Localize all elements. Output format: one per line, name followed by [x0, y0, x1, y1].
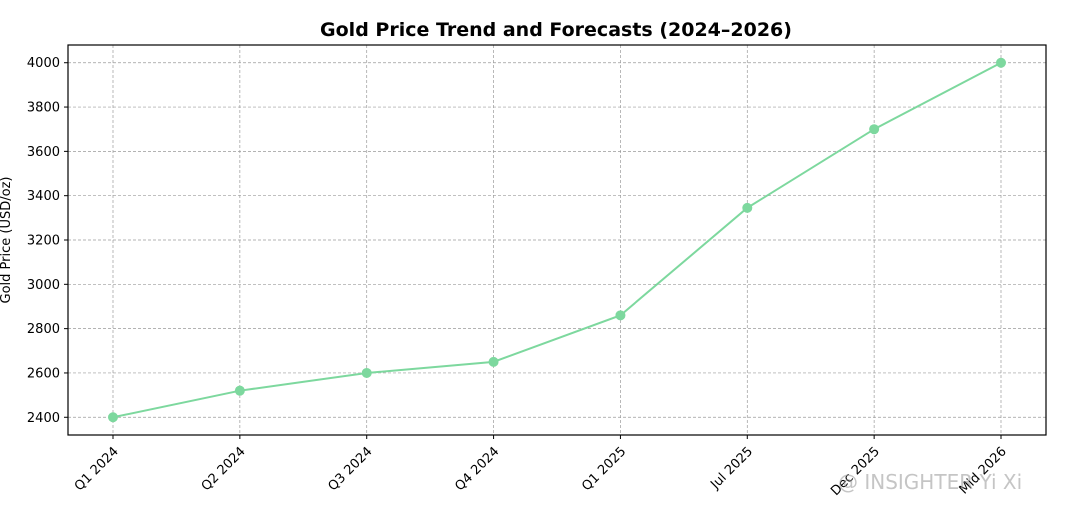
- y-tick-label: 4000: [27, 56, 60, 71]
- x-tick-label: Q4 2024: [452, 444, 502, 494]
- y-tick-label: 3000: [27, 278, 60, 293]
- x-tick-label: Q1 2024: [72, 444, 122, 494]
- y-tick-label: 3600: [27, 145, 60, 160]
- data-point: [996, 57, 1006, 68]
- y-tick-label: 3800: [27, 101, 60, 116]
- x-tick-label: Q3 2024: [326, 444, 376, 494]
- chart-title: Gold Price Trend and Forecasts (2024–202…: [320, 19, 792, 41]
- y-axis-ticks: 2400 2600 2800 3000 3200 3400 3600 3800 4000: [27, 56, 68, 426]
- x-tick-label: Q1 2025: [579, 444, 629, 494]
- grid-lines: [68, 45, 1046, 435]
- data-point: [488, 356, 499, 367]
- watermark: @ INSIGHTER Yi Xi: [838, 470, 1023, 494]
- data-point: [742, 202, 753, 213]
- series-gold-price: [108, 57, 1006, 423]
- y-tick-label: 2600: [27, 366, 60, 381]
- series-line: [112, 61, 1002, 419]
- data-point: [869, 124, 880, 135]
- x-tick-label: Q2 2024: [199, 444, 249, 494]
- y-tick-label: 3200: [27, 234, 60, 249]
- plot-area-frame: [67, 44, 1047, 436]
- y-tick-label: 2400: [27, 411, 60, 426]
- data-point: [361, 367, 372, 378]
- data-point: [234, 385, 245, 396]
- data-point: [615, 310, 626, 321]
- y-tick-label: 3400: [27, 189, 60, 204]
- data-point: [108, 412, 118, 423]
- x-tick-label: Jul 2025: [707, 444, 756, 493]
- y-axis-label: Gold Price (USD/oz): [0, 177, 14, 304]
- y-tick-label: 2800: [27, 322, 60, 337]
